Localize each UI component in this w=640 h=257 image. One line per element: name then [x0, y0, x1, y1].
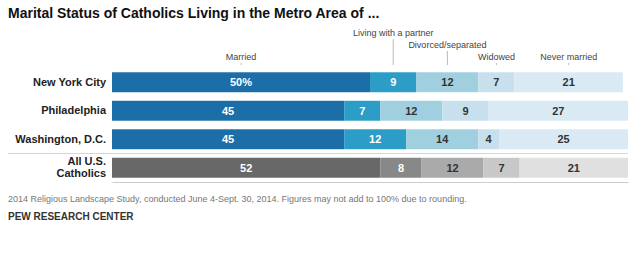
data-label: 25: [557, 133, 569, 145]
y-tick-label: New York City: [33, 76, 107, 88]
data-label: 45: [222, 133, 234, 145]
data-label: 8: [398, 162, 404, 174]
bar: [416, 72, 478, 92]
data-label: 9: [462, 105, 468, 117]
data-label: 7: [359, 105, 365, 117]
bar: [484, 158, 520, 178]
x-axis: [113, 182, 629, 183]
bar: [380, 101, 442, 121]
bar: [520, 158, 628, 178]
y-tick-label: All U.S.Catholics: [56, 155, 106, 179]
data-label: 52: [240, 162, 252, 174]
data-label: 9: [390, 76, 396, 88]
bar-series: [380, 72, 483, 177]
legend-leader: [393, 39, 394, 65]
bar: [478, 129, 499, 149]
bar-series: [442, 72, 519, 177]
legend-entry: Widowed: [478, 52, 515, 62]
y-tick: Washington, D.C.: [15, 133, 106, 145]
title: Marital Status of Catholics Living in th…: [8, 5, 379, 21]
chart-container: Marital Status of Catholics Living in th…: [0, 0, 640, 257]
legend-entry: Married: [226, 52, 257, 62]
bar: [112, 101, 344, 121]
data-label: 4: [486, 133, 493, 145]
data-label: 45: [222, 105, 234, 117]
data-label: 27: [552, 105, 564, 117]
data-labels: 50% 45 45 52 9 7 12 8 12 12 14 12 7 9 4 7 21 27 25 21: [222, 76, 580, 174]
y-tick-label-line: All U.S.: [67, 155, 106, 167]
bar: [344, 129, 406, 149]
bar: [112, 129, 344, 149]
y-tick-label: Philadelphia: [41, 104, 107, 116]
data-label: 12: [405, 105, 417, 117]
y-tick-label-line: Washington, D.C.: [15, 133, 106, 145]
bar: [370, 72, 416, 92]
x-axis-line: [113, 182, 629, 183]
y-tick-label-line: New York City: [33, 76, 107, 88]
legend-entry: Never married: [540, 52, 597, 62]
bar: [112, 72, 370, 92]
legend-entry: Living with a partner: [353, 28, 434, 38]
bar-series: [112, 72, 380, 177]
bar: [112, 158, 380, 178]
bar: [478, 72, 514, 92]
plot-area: 50% 45 45 52 9 7 12 8 12 12 14 12 7 9 4 7 21 27 25 21 New Yo…: [8, 72, 629, 182]
y-tick: Philadelphia: [41, 104, 107, 116]
y-tick: All U.S.Catholics: [56, 155, 106, 179]
legend-entry: Divorced/separated: [408, 40, 486, 50]
data-label: 12: [441, 76, 453, 88]
data-label: 7: [499, 162, 505, 174]
bar: [406, 129, 478, 149]
bar-series: [489, 72, 628, 177]
bar: [514, 72, 622, 92]
y-tick: New York City: [33, 76, 107, 88]
y-tick-label: Washington, D.C.: [15, 133, 106, 145]
data-label: 12: [369, 133, 381, 145]
chart-svg: Marital Status of Catholics Living in th…: [0, 0, 640, 257]
bar: [442, 101, 488, 121]
data-label: 50%: [230, 76, 252, 88]
legend-leader: [496, 63, 497, 65]
source: PEW RESEARCH CENTER: [8, 211, 134, 222]
data-label: 21: [568, 162, 580, 174]
legend-leader: [447, 51, 448, 65]
y-tick-label-line: Catholics: [56, 167, 106, 179]
bar: [499, 129, 628, 149]
bar: [422, 158, 484, 178]
data-label: 14: [436, 133, 449, 145]
legend-leader: [241, 63, 242, 65]
y-axis: New York City Philadelphia Washington, D.C…: [15, 76, 107, 180]
separator: [8, 153, 628, 154]
bars: [112, 72, 628, 177]
data-label: 21: [563, 76, 575, 88]
bar-series: [344, 72, 421, 177]
bar: [489, 101, 628, 121]
legend: Married Living with a partner Divorced/sep…: [226, 28, 597, 65]
data-label: 12: [446, 162, 458, 174]
y-tick-label-line: Philadelphia: [41, 104, 107, 116]
bar: [380, 158, 421, 178]
data-label: 7: [493, 76, 499, 88]
bar: [344, 101, 380, 121]
footnote: 2014 Religious Landscape Study, conducte…: [8, 194, 467, 204]
legend-leader: [568, 63, 569, 65]
